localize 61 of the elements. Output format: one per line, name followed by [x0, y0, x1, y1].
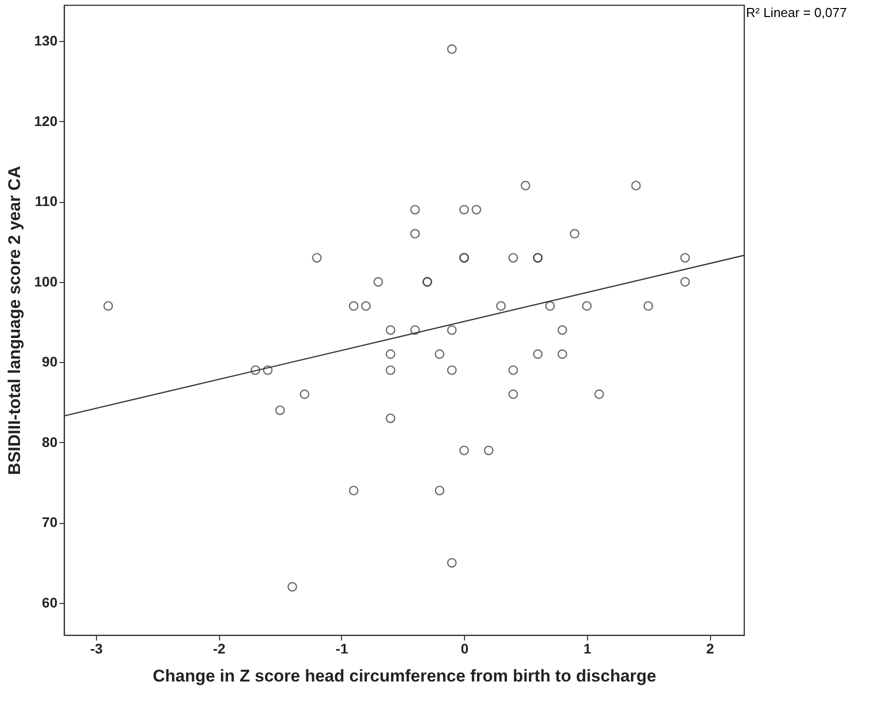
point — [508, 389, 518, 400]
point — [287, 582, 298, 592]
point — [484, 446, 494, 456]
point — [410, 204, 420, 214]
point — [680, 252, 690, 263]
point — [558, 325, 568, 335]
y-tick-label: 80 — [42, 434, 58, 450]
y-tick-label: 100 — [34, 273, 58, 290]
point — [545, 301, 555, 311]
y-tick-label: 130 — [34, 32, 58, 49]
point — [312, 252, 322, 263]
y-axis-title: BSIDIII-total language score 2 year CA — [5, 166, 24, 475]
point — [631, 180, 641, 190]
point — [348, 486, 359, 496]
x-tick-label: 1 — [583, 640, 592, 656]
point — [472, 204, 482, 214]
point — [582, 301, 592, 311]
point — [386, 349, 396, 359]
point — [459, 204, 469, 214]
y-tick-label: 110 — [34, 193, 58, 210]
point — [386, 413, 396, 424]
point — [361, 301, 371, 311]
point — [300, 389, 310, 400]
point — [275, 405, 285, 416]
x-axis-title: Change in Z score head circumference from birth to discharge — [152, 666, 656, 686]
point — [103, 301, 114, 311]
point — [250, 365, 260, 375]
point — [348, 301, 359, 311]
x-tick-label: -1 — [336, 640, 348, 656]
point — [594, 389, 604, 400]
x-tick-label: 2 — [706, 640, 714, 656]
point — [373, 277, 384, 287]
point — [459, 446, 469, 456]
point — [447, 325, 457, 335]
point — [410, 228, 420, 239]
point — [520, 180, 530, 190]
point — [386, 325, 396, 335]
point — [680, 277, 690, 287]
x-tick-label: 0 — [460, 640, 469, 656]
y-tick-label: 60 — [42, 594, 58, 610]
point — [447, 365, 457, 375]
point — [447, 558, 457, 568]
y-tick-label: 70 — [42, 514, 58, 530]
text: R² Linear = 0,077 — [746, 5, 847, 20]
point — [508, 252, 518, 263]
point — [558, 349, 568, 359]
point — [570, 228, 580, 239]
y-tick-label: 120 — [34, 112, 58, 129]
point — [508, 365, 518, 375]
point — [434, 486, 444, 496]
point — [410, 325, 420, 335]
point — [386, 365, 396, 375]
y-tick-label: 90 — [42, 354, 58, 370]
point — [643, 301, 654, 311]
point — [262, 365, 273, 375]
x-tick-label: -2 — [212, 640, 226, 656]
point — [496, 301, 506, 311]
point — [532, 349, 543, 359]
x-tick-label: -3 — [90, 640, 103, 656]
point — [447, 44, 457, 54]
point — [434, 349, 444, 359]
